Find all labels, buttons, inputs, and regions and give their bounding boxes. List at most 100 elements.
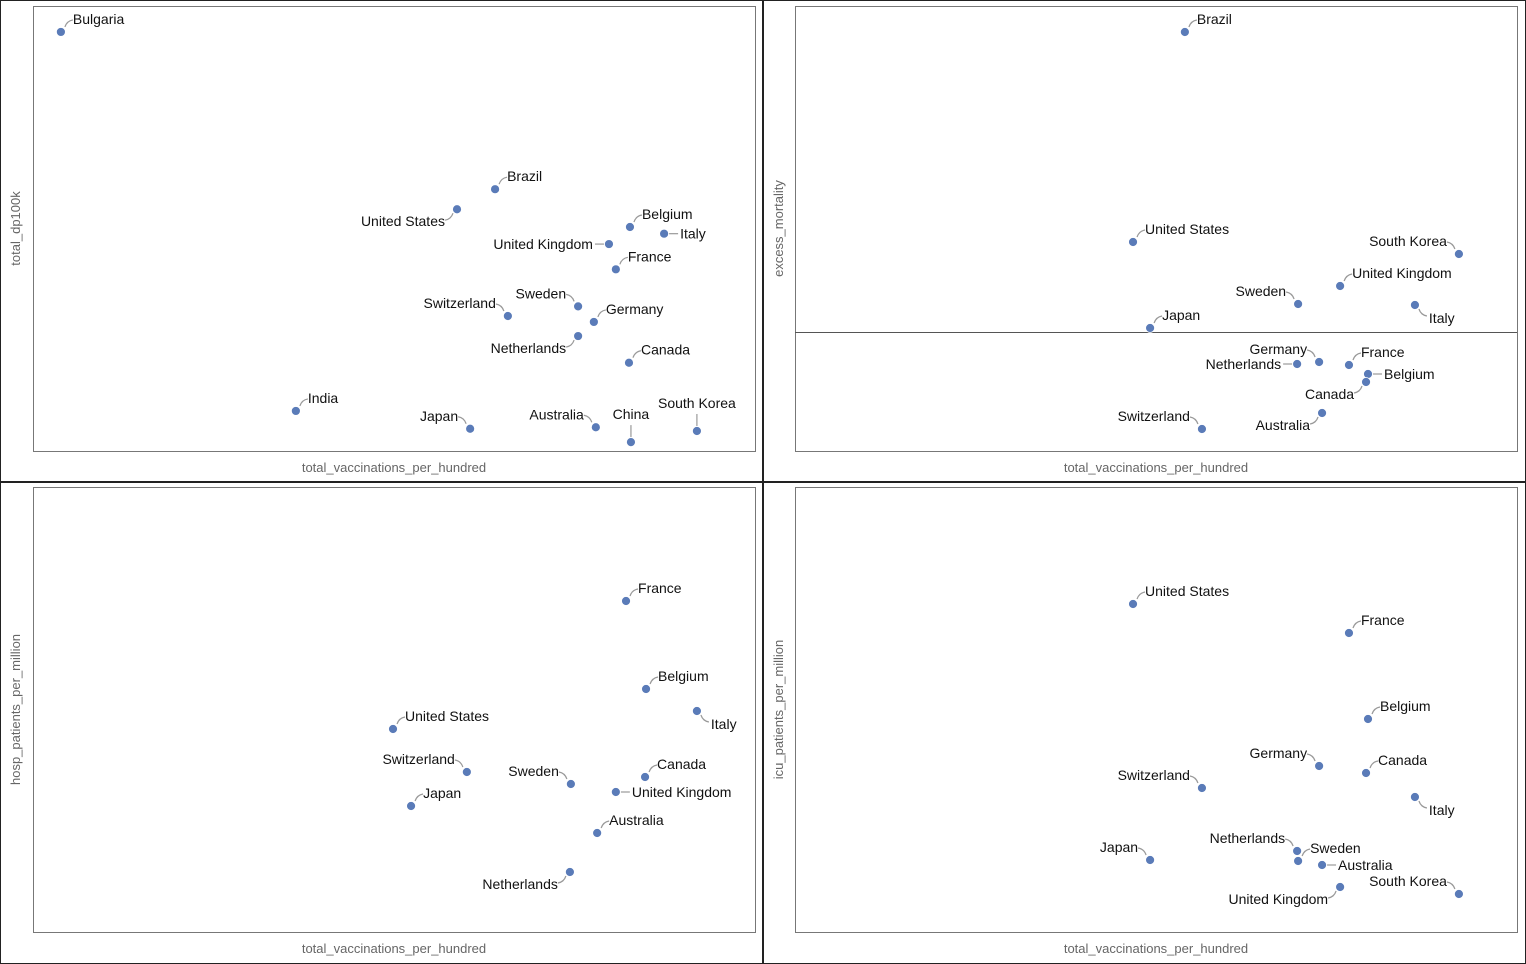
point-label-belgium: Belgium: [1380, 698, 1431, 714]
label-connector: [1369, 760, 1379, 769]
panel-border: [763, 482, 1526, 964]
scatter-panel-2: total_vaccinations_per_hundred excess_mor…: [763, 0, 1526, 482]
point-united-states: [1128, 237, 1138, 247]
label-connector: [1306, 349, 1316, 358]
point-label-canada: Canada: [641, 342, 690, 358]
point-label-bulgaria: Bulgaria: [73, 11, 125, 27]
y-axis-label: excess_mortality: [771, 180, 786, 277]
point-japan: [406, 801, 416, 811]
point-canada: [624, 357, 634, 368]
label-connector: [1301, 848, 1311, 857]
point-label-italy: Italy: [1429, 802, 1455, 818]
label-connector: [1189, 775, 1199, 784]
label-connector: [1446, 881, 1456, 890]
point-label-south-korea: South Korea: [1369, 233, 1447, 249]
point-label-south-korea: South Korea: [658, 395, 736, 411]
point-netherlands: [1292, 359, 1303, 369]
point-label-sweden: Sweden: [1236, 283, 1287, 299]
y-axis-label: icu_patients_per_million: [771, 640, 786, 779]
point-label-france: France: [1361, 612, 1405, 628]
y-axis-label: hosp_patients_per_million: [8, 634, 23, 785]
label-connector: [414, 793, 424, 802]
point-label-belgium: Belgium: [1384, 366, 1435, 382]
point-france: [610, 264, 621, 275]
label-connector: [1137, 847, 1147, 856]
point-japan: [465, 423, 476, 434]
label-connector: [1306, 753, 1316, 762]
point-label-italy: Italy: [711, 716, 737, 732]
point-france: [1344, 628, 1354, 638]
panel-border: [0, 0, 763, 482]
point-label-united-states: United States: [1145, 583, 1229, 599]
label-connector: [396, 716, 406, 725]
point-label-belgium: Belgium: [658, 668, 709, 684]
point-belgium: [1363, 714, 1373, 724]
point-united-kingdom: [610, 787, 621, 797]
point-switzerland: [461, 767, 472, 777]
point-label-united-kingdom: United Kingdom: [632, 784, 732, 800]
label-connector: [700, 714, 710, 723]
point-label-japan: Japan: [423, 785, 461, 801]
point-label-sweden: Sweden: [508, 763, 559, 779]
point-south-korea: [1454, 889, 1464, 899]
point-switzerland: [1197, 424, 1207, 434]
point-sweden: [573, 301, 584, 312]
point-label-italy: Italy: [680, 226, 706, 242]
point-label-india: India: [308, 390, 339, 406]
label-connector: [64, 19, 74, 28]
point-germany: [1314, 761, 1325, 771]
point-label-canada: Canada: [1378, 752, 1427, 768]
point-label-france: France: [1361, 344, 1405, 360]
label-connector: [1418, 800, 1428, 809]
point-label-canada: Canada: [657, 756, 706, 772]
point-canada: [1361, 768, 1371, 778]
point-united-kingdom: [604, 239, 614, 249]
point-united-states: [1128, 599, 1138, 609]
point-belgium: [625, 222, 635, 232]
point-canada: [1361, 377, 1371, 387]
scatter-panel-4: total_vaccinations_per_hundred icu_patien…: [763, 482, 1526, 964]
scatter-panel-1: total_vaccinations_per_hundred total_dp10…: [0, 0, 763, 482]
label-connector: [454, 759, 464, 768]
point-label-belgium: Belgium: [642, 206, 693, 222]
point-china: [626, 437, 636, 448]
point-united-kingdom: [1335, 281, 1346, 291]
label-connector: [1188, 19, 1198, 28]
point-united-kingdom: [1335, 882, 1346, 892]
label-connector: [1309, 416, 1319, 425]
label-connector: [583, 414, 593, 423]
label-connector: [1352, 620, 1362, 629]
point-label-netherlands: Netherlands: [491, 340, 567, 356]
point-label-united-states: United States: [1145, 221, 1229, 237]
plot-frame: [795, 487, 1518, 933]
point-belgium: [1363, 369, 1373, 379]
point-france: [621, 596, 631, 606]
point-label-france: France: [638, 580, 682, 596]
label-connector: [1418, 308, 1428, 317]
point-australia: [592, 828, 603, 838]
label-connector: [565, 293, 575, 302]
point-label-australia: Australia: [529, 406, 584, 422]
point-brazil: [490, 184, 500, 195]
point-label-australia: Australia: [609, 812, 664, 828]
label-connector: [498, 176, 508, 185]
plot-frame: [33, 6, 756, 452]
point-label-switzerland: Switzerland: [424, 295, 496, 311]
label-connector: [629, 588, 639, 597]
point-label-switzerland: Switzerland: [1118, 767, 1190, 783]
point-australia: [1317, 860, 1327, 870]
label-connector: [649, 676, 659, 685]
point-label-switzerland: Switzerland: [1118, 408, 1190, 424]
point-belgium: [641, 684, 651, 694]
label-connector: [557, 875, 567, 884]
label-connector: [1343, 273, 1353, 282]
point-italy: [692, 706, 702, 716]
point-label-switzerland: Switzerland: [382, 751, 454, 767]
label-connector: [558, 771, 568, 780]
plot-frame: [33, 487, 756, 933]
x-axis-label: total_vaccinations_per_hundred: [302, 941, 486, 956]
label-connector: [1153, 315, 1163, 324]
point-label-australia: Australia: [1256, 417, 1311, 433]
point-italy: [659, 228, 669, 239]
